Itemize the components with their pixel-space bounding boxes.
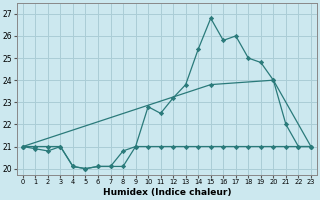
X-axis label: Humidex (Indice chaleur): Humidex (Indice chaleur) (103, 188, 231, 197)
